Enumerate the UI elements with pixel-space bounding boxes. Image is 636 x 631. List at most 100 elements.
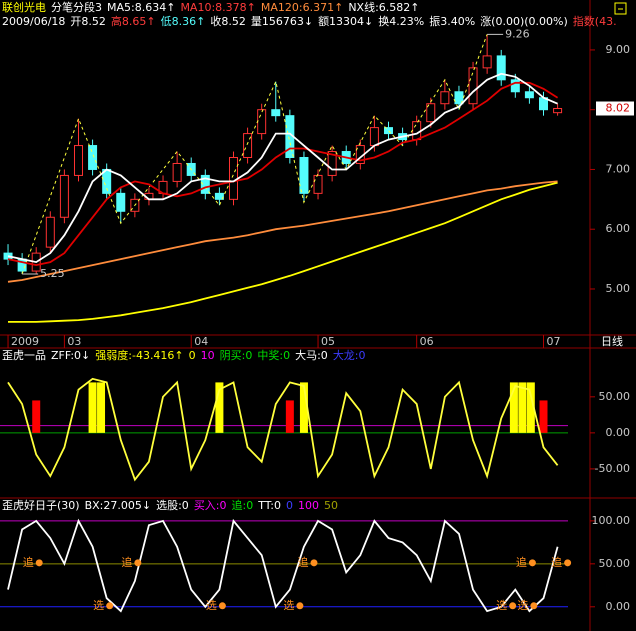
header-item: 10 bbox=[201, 349, 215, 362]
signal-marker: 选 bbox=[283, 599, 294, 612]
candle-body bbox=[73, 145, 83, 176]
header-item: 大龙:0 bbox=[333, 348, 366, 362]
signal-marker: 追 bbox=[23, 555, 34, 569]
header-item: 涨(0.00)(0.00%) bbox=[480, 15, 568, 28]
signal-icon bbox=[134, 559, 142, 567]
header-item: 歪虎一品 bbox=[2, 349, 46, 362]
signal-bar bbox=[526, 382, 535, 433]
signal-marker: 选 bbox=[517, 599, 528, 612]
x-tick-label: 07 bbox=[546, 335, 560, 348]
candle-body bbox=[214, 192, 224, 200]
candle-body bbox=[299, 157, 309, 194]
header-item: 高8.65↑ bbox=[111, 14, 156, 28]
header-item: 2009/06/18 bbox=[2, 15, 65, 28]
candle-body bbox=[257, 109, 267, 135]
candle-body bbox=[440, 91, 450, 105]
signal-marker: 追 bbox=[551, 555, 562, 569]
header-item: 振3.40% bbox=[429, 14, 475, 28]
period-label: 日线 bbox=[601, 334, 623, 348]
candle-body bbox=[327, 151, 337, 176]
header-item: 中奖:0 bbox=[257, 348, 290, 362]
annotation-label: 5.25 bbox=[40, 267, 65, 280]
y-tick-label: 50.00 bbox=[599, 390, 631, 403]
series-line bbox=[7, 81, 559, 267]
candle-body bbox=[172, 162, 182, 182]
signal-bar bbox=[32, 400, 41, 433]
header-item: 分笔分段3 bbox=[51, 0, 102, 14]
y-tick-label: 6.00 bbox=[606, 222, 631, 235]
y-tick-label: 9.00 bbox=[606, 43, 631, 56]
x-tick-label: 06 bbox=[420, 335, 434, 348]
header-item: ZFF:0↓ bbox=[51, 349, 90, 362]
y-tick-label: 0.00 bbox=[606, 426, 631, 439]
candle-body bbox=[468, 67, 478, 105]
candle-body bbox=[243, 133, 253, 159]
header-item: 联创光电 bbox=[2, 0, 46, 14]
candle-body bbox=[88, 145, 98, 170]
y-tick-label: 100.00 bbox=[592, 514, 631, 527]
header-item: 0 bbox=[286, 499, 293, 512]
header-item: 量156763↓ bbox=[251, 15, 313, 28]
candle-body bbox=[426, 103, 436, 123]
header-item: MA120:6.371↑ bbox=[261, 1, 343, 14]
candle-body bbox=[369, 127, 379, 147]
signal-marker: 追 bbox=[516, 555, 527, 569]
y-tick-label: -50.00 bbox=[595, 462, 630, 475]
header-item: TT:0 bbox=[257, 499, 281, 512]
signal-bar bbox=[215, 382, 224, 433]
signal-icon bbox=[218, 602, 226, 610]
window-icon[interactable] bbox=[614, 2, 627, 15]
signal-marker: 选 bbox=[206, 599, 217, 612]
x-tick-label: 2009 bbox=[11, 335, 39, 348]
last-price-box bbox=[596, 101, 634, 116]
signal-marker: 选 bbox=[496, 599, 507, 612]
signal-bar bbox=[97, 382, 106, 433]
y-tick-label: 7.00 bbox=[606, 162, 631, 175]
x-tick-label: 05 bbox=[321, 335, 335, 348]
candle-body bbox=[524, 91, 534, 99]
signal-bar bbox=[299, 382, 308, 433]
header-item: BX:27.005↓ bbox=[85, 499, 152, 512]
candle-body bbox=[496, 55, 506, 81]
candle-body bbox=[482, 55, 492, 69]
header-item: 指数(43. bbox=[573, 14, 617, 28]
y-tick-label: 0.00 bbox=[606, 600, 631, 613]
header-item: 买入:0 bbox=[194, 499, 227, 512]
candle-body bbox=[553, 107, 563, 114]
signal-bar bbox=[518, 382, 527, 433]
series-line bbox=[7, 180, 558, 283]
signal-icon bbox=[528, 559, 536, 567]
annotation-label: 9.26 bbox=[505, 27, 530, 40]
signal-bar bbox=[509, 382, 518, 433]
series-line bbox=[21, 34, 488, 275]
signal-icon bbox=[509, 602, 517, 610]
candle-body bbox=[228, 157, 238, 200]
candle-body bbox=[271, 109, 281, 117]
signal-marker: 追 bbox=[121, 555, 132, 569]
signal-marker: 追 bbox=[297, 555, 308, 569]
header-item: 大马:0 bbox=[295, 348, 328, 362]
signal-icon bbox=[296, 602, 304, 610]
header-item: 强弱度:-43.416↑ bbox=[95, 348, 183, 362]
signal-icon bbox=[35, 559, 43, 567]
header-item: MA5:8.634↑ bbox=[107, 1, 175, 14]
header-item: 收8.52 bbox=[210, 14, 246, 28]
header-item: 阴买:0 bbox=[220, 349, 253, 362]
candle-body bbox=[510, 79, 520, 93]
signal-icon bbox=[310, 559, 318, 567]
header-item: 100 bbox=[298, 499, 319, 512]
last-price-label: 8.02 bbox=[606, 101, 631, 114]
series-line bbox=[7, 72, 558, 264]
header-item: 追:0 bbox=[232, 498, 254, 512]
header-item: 换4.23% bbox=[378, 14, 424, 28]
x-tick-label: 03 bbox=[67, 335, 81, 348]
header-item: NX线:6.582↑ bbox=[348, 0, 419, 14]
header-item: MA10:8.378↑ bbox=[180, 1, 255, 14]
series-line bbox=[8, 181, 558, 323]
signal-icon bbox=[564, 559, 572, 567]
signal-marker: 选 bbox=[93, 599, 104, 612]
signal-bar bbox=[285, 400, 294, 433]
signal-icon bbox=[106, 602, 114, 610]
candle-body bbox=[200, 174, 210, 194]
